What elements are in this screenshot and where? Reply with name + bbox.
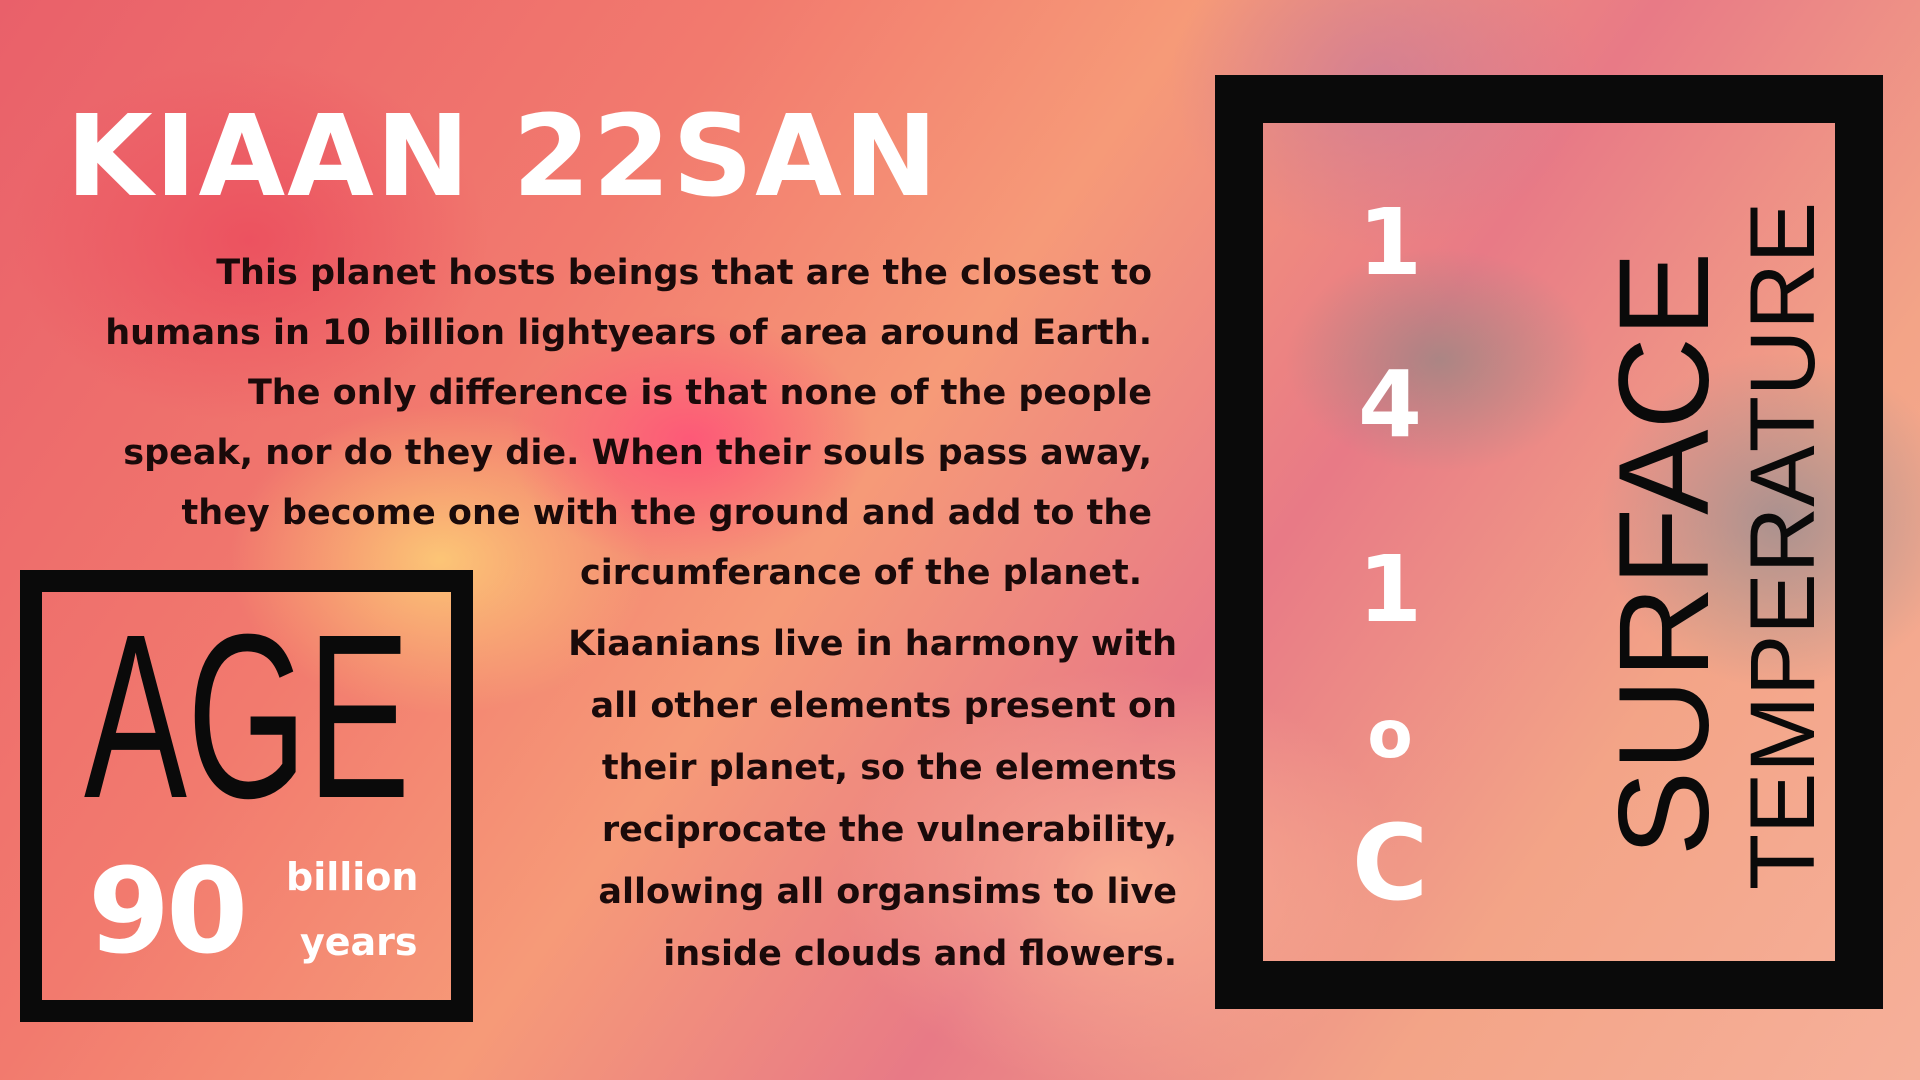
harmony-line: allowing all organsims to live bbox=[598, 872, 1177, 912]
age-unit-years: years bbox=[300, 920, 418, 964]
surface-label: SURFACE bbox=[1593, 251, 1736, 857]
description-line: The only difference is that none of the … bbox=[247, 373, 1152, 413]
temperature-digit: 1 bbox=[1357, 189, 1422, 296]
age-label: AGE bbox=[84, 585, 411, 847]
description-line: This planet hosts beings that are the cl… bbox=[216, 253, 1152, 293]
degree-symbol: o bbox=[1367, 696, 1413, 773]
age-unit-billion: billion bbox=[286, 855, 419, 899]
temperature-frame bbox=[1215, 75, 1883, 1009]
temperature-digit: 1 bbox=[1357, 536, 1422, 643]
description-line: speak, nor do they die. When their souls… bbox=[123, 433, 1152, 473]
planet-title: KIAAN 22SAN bbox=[66, 92, 940, 222]
harmony-line: their planet, so the elements bbox=[601, 748, 1177, 788]
age-frame bbox=[20, 570, 473, 1022]
description-paragraph: This planet hosts beings that are the cl… bbox=[40, 243, 1152, 603]
harmony-line: all other elements present on bbox=[590, 686, 1177, 726]
harmony-paragraph: Kiaanians live in harmony with all other… bbox=[480, 613, 1177, 985]
temperature-digit: 4 bbox=[1357, 351, 1422, 458]
description-line: they become one with the ground and add … bbox=[181, 493, 1152, 533]
harmony-line: reciprocate the vulnerability, bbox=[601, 810, 1177, 850]
harmony-line: inside clouds and flowers. bbox=[663, 934, 1177, 974]
harmony-line: Kiaanians live in harmony with bbox=[568, 624, 1177, 664]
celsius-unit: C bbox=[1351, 802, 1429, 924]
description-line: humans in 10 billion lightyears of area … bbox=[105, 313, 1152, 353]
temperature-label: TEMPERATURE bbox=[1732, 201, 1834, 891]
description-line: circumferance of the planet. bbox=[580, 553, 1142, 593]
age-value: 90 bbox=[88, 842, 248, 980]
